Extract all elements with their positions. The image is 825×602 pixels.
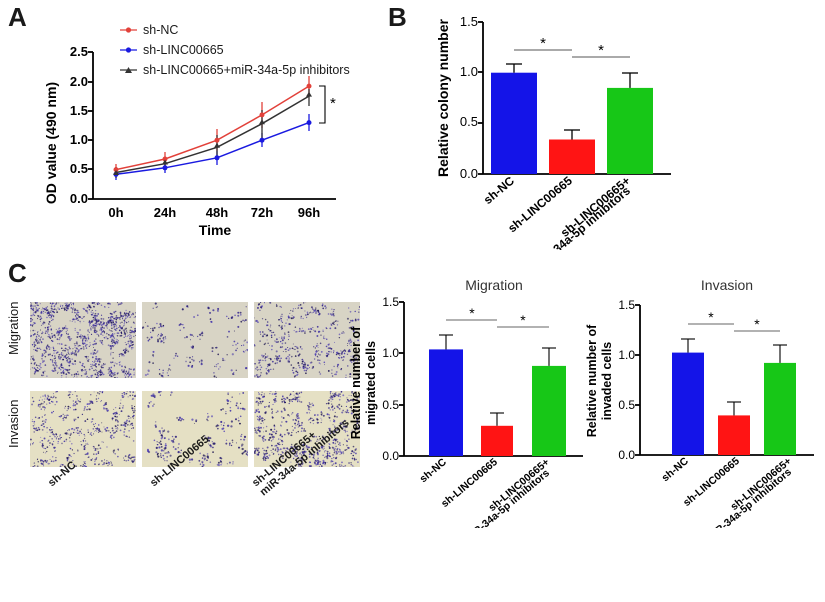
svg-text:Relative colony number: Relative colony number [435,18,451,176]
svg-text:1.0: 1.0 [618,348,635,362]
svg-text:sh-NC: sh-NC [481,173,517,207]
svg-text:*: * [520,312,526,328]
svg-text:sh-LINC00665+miR-34a-5p inhibi: sh-LINC00665+miR-34a-5p inhibitors [143,63,350,77]
svg-text:Time: Time [199,222,232,238]
svg-text:0.0: 0.0 [618,448,635,462]
svg-text:0.5: 0.5 [460,114,478,129]
svg-text:Migration: Migration [465,278,523,293]
svg-text:sh-NC: sh-NC [660,455,692,484]
svg-text:sh-NC: sh-NC [418,456,450,485]
svg-text:1.5: 1.5 [618,298,635,312]
svg-text:invaded cells: invaded cells [600,342,614,421]
svg-text:1.0: 1.0 [382,346,399,360]
svg-text:0.5: 0.5 [382,398,399,412]
svg-text:24h: 24h [154,205,176,220]
svg-text:1.5: 1.5 [70,103,88,118]
svg-text:0.5: 0.5 [70,161,88,176]
svg-text:48h: 48h [206,205,228,220]
svg-text:1.0: 1.0 [70,132,88,147]
svg-text:0.5: 0.5 [618,398,635,412]
svg-text:0.0: 0.0 [382,449,399,463]
svg-text:1.0: 1.0 [460,64,478,79]
svg-text:1.5: 1.5 [460,15,478,29]
svg-text:Relative number of: Relative number of [586,324,599,437]
svg-text:1.5: 1.5 [382,295,399,309]
svg-text:2.0: 2.0 [70,74,88,89]
svg-text:*: * [754,316,760,332]
svg-text:96h: 96h [298,205,320,220]
svg-text:72h: 72h [251,205,273,220]
svg-text:sh-LINC00665: sh-LINC00665 [143,43,224,57]
svg-text:0.0: 0.0 [460,166,478,181]
svg-text:*: * [540,35,546,52]
svg-text:*: * [469,305,475,321]
svg-text:Relative number of: Relative number of [350,326,363,439]
svg-text:migrated cells: migrated cells [364,341,378,425]
svg-text:OD value (490 nm): OD value (490 nm) [43,82,59,204]
svg-text:*: * [330,95,336,112]
svg-text:2.5: 2.5 [70,44,88,59]
svg-text:Invasion: Invasion [701,278,753,293]
svg-text:*: * [708,309,714,325]
svg-text:0h: 0h [108,205,123,220]
svg-text:*: * [598,42,604,59]
svg-text:0.0: 0.0 [70,191,88,206]
svg-text:sh-NC: sh-NC [143,23,178,37]
